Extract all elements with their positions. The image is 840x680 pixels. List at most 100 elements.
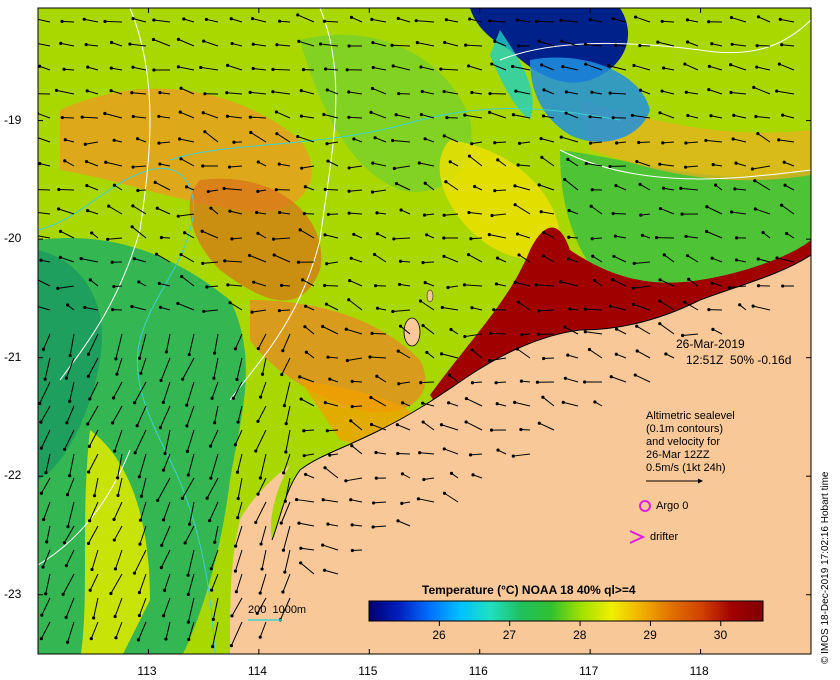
velocity-arrow — [283, 381, 291, 406]
velocity-arrow — [116, 357, 123, 375]
velocity-arrow — [684, 63, 699, 71]
velocity-arrow — [138, 597, 147, 616]
velocity-arrow — [635, 16, 651, 23]
velocity-arrow-head — [469, 237, 473, 241]
map-border — [37, 7, 812, 655]
velocity-arrow-head — [496, 158, 500, 162]
velocity-arrow — [687, 41, 699, 47]
velocity-arrow — [733, 114, 747, 119]
velocity-arrow-head — [442, 254, 446, 258]
velocity-arrow-head — [325, 88, 329, 92]
velocity-arrow — [371, 18, 387, 23]
velocity-arrow-head — [65, 640, 70, 644]
velocity-arrow — [781, 44, 795, 47]
velocity-arrow-head — [138, 356, 142, 360]
velocity-arrow — [543, 255, 555, 263]
velocity-arrow-head — [160, 543, 164, 547]
velocity-arrow — [276, 133, 291, 143]
velocity-arrow — [214, 525, 219, 543]
velocity-arrow — [419, 162, 435, 167]
velocity-arrow-head — [732, 113, 736, 117]
velocity-arrow-head — [260, 372, 265, 376]
velocity-arrow-head — [753, 179, 757, 183]
velocity-arrow-head — [396, 451, 400, 456]
velocity-arrow — [489, 20, 507, 23]
velocity-arrow — [188, 621, 195, 640]
velocity-arrow-head — [439, 352, 444, 356]
velocity-arrow — [324, 20, 339, 23]
velocity-arrow-head — [299, 114, 304, 118]
velocity-arrow — [134, 381, 147, 403]
velocity-arrow — [465, 421, 483, 431]
velocity-arrow-head — [200, 229, 204, 233]
velocity-arrow-head — [164, 637, 168, 641]
velocity-arrow-head — [733, 187, 737, 191]
velocity-arrow-head — [256, 419, 260, 423]
velocity-arrow — [63, 525, 75, 544]
velocity-arrow — [250, 116, 267, 119]
velocity-arrow — [262, 357, 267, 375]
velocity-arrow-head — [34, 17, 37, 20]
velocity-arrow-head — [781, 284, 785, 288]
velocity-arrow — [178, 66, 195, 71]
velocity-arrow-head — [704, 138, 708, 143]
velocity-arrow — [514, 401, 531, 407]
velocity-arrow — [87, 210, 99, 215]
velocity-arrow — [419, 452, 435, 455]
velocity-arrow-head — [634, 15, 638, 19]
velocity-arrow — [422, 90, 435, 95]
velocity-arrow — [753, 86, 771, 95]
sst-warm-filament — [189, 178, 322, 301]
velocity-arrow-head — [234, 544, 238, 548]
velocity-arrow-head — [685, 18, 690, 22]
velocity-arrow-head — [164, 350, 168, 354]
velocity-arrow-head — [39, 491, 43, 495]
velocity-arrow — [444, 492, 459, 503]
velocity-arrow-head — [487, 110, 492, 114]
velocity-arrow-head — [258, 476, 263, 480]
velocity-arrow — [590, 141, 603, 144]
velocity-arrow-head — [540, 63, 544, 67]
velocity-arrow-head — [325, 142, 329, 146]
velocity-arrow-head — [513, 184, 517, 188]
velocity-arrow-head — [541, 114, 546, 118]
velocity-arrow-head — [176, 214, 180, 218]
sealevel-contour-5 — [38, 449, 131, 566]
velocity-arrow — [301, 165, 315, 169]
velocity-arrow — [94, 477, 99, 496]
velocity-arrow-head — [473, 184, 477, 189]
velocity-arrow — [687, 115, 699, 119]
velocity-arrow-head — [374, 476, 378, 480]
velocity-arrow-head — [423, 181, 427, 185]
velocity-arrow — [608, 65, 627, 71]
velocity-arrow — [659, 300, 675, 311]
velocity-arrow-head — [304, 304, 308, 308]
velocity-arrow-head — [494, 381, 498, 385]
velocity-arrow-head — [584, 62, 588, 66]
velocity-arrow-head — [350, 379, 354, 383]
velocity-arrow — [566, 91, 579, 95]
velocity-arrow — [396, 114, 411, 119]
velocity-arrow — [237, 453, 243, 473]
velocity-arrow — [422, 402, 435, 407]
velocity-arrow-head — [248, 90, 252, 94]
velocity-arrow-head — [158, 305, 163, 309]
velocity-arrow — [182, 357, 195, 380]
velocity-arrow — [90, 621, 99, 639]
velocity-arrow — [320, 43, 339, 47]
velocity-arrow-head — [729, 15, 734, 20]
velocity-arrow-head — [56, 286, 60, 290]
velocity-arrow-head — [396, 519, 400, 523]
velocity-arrow — [566, 112, 579, 119]
velocity-arrow-head — [447, 401, 451, 405]
velocity-arrow — [539, 422, 555, 431]
velocity-arrow-head — [470, 381, 475, 385]
velocity-arrow-head — [612, 254, 616, 258]
velocity-arrow-head — [304, 350, 309, 354]
velocity-arrow-head — [608, 304, 612, 308]
velocity-arrow — [613, 18, 627, 23]
velocity-arrow-head — [464, 396, 469, 401]
velocity-arrow — [253, 68, 267, 71]
velocity-arrow-head — [638, 182, 642, 186]
velocity-arrow-head — [32, 234, 35, 237]
